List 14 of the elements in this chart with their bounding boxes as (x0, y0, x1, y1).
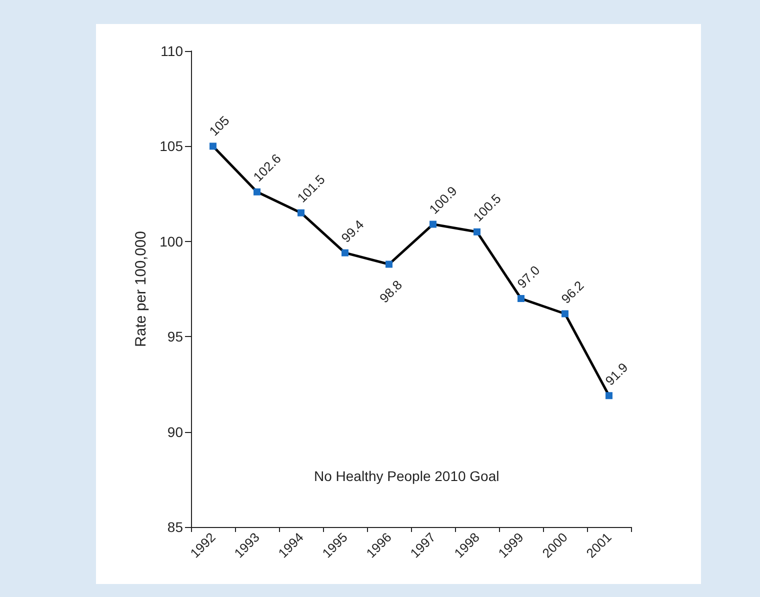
y-tick-label: 85 (167, 519, 184, 535)
y-tick-label: 100 (160, 233, 184, 250)
y-tick-label: 105 (160, 138, 184, 154)
y-axis-title: Rate per 100,000 (132, 231, 150, 347)
y-tick-label: 110 (160, 43, 184, 59)
y-tick-label: 90 (167, 424, 184, 440)
data-label: 98.8 (376, 277, 406, 306)
annotation: No Healthy People 2010 Goal (314, 468, 500, 484)
data-label: 97.0 (514, 262, 543, 292)
data-label: 91.9 (602, 360, 631, 388)
data-label: 99.4 (338, 216, 367, 246)
data-label: 105 (206, 112, 232, 139)
data-label: 96.2 (558, 278, 587, 306)
y-tick-label: 95 (167, 328, 184, 345)
